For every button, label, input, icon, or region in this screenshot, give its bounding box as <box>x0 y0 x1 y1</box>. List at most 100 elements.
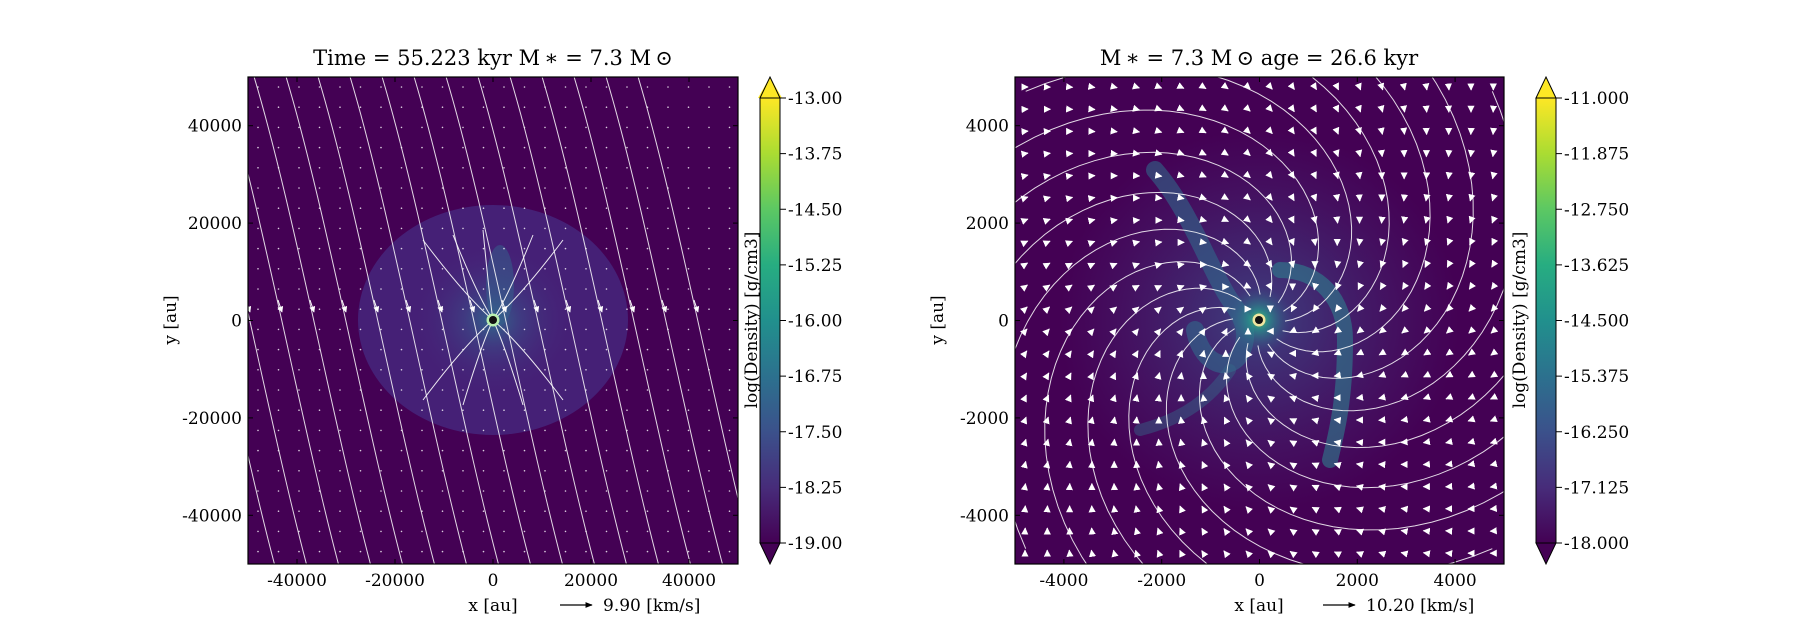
vector-dot <box>339 510 341 512</box>
vector-dot <box>708 369 710 371</box>
vector-dot <box>462 530 464 533</box>
vector-arrow <box>1355 393 1364 401</box>
vector-dot <box>503 369 505 371</box>
xtick-label: 0 <box>1254 571 1265 591</box>
vector-arrow <box>1444 549 1453 558</box>
vector-dot <box>359 187 362 189</box>
vector-arrow <box>1357 282 1365 291</box>
vector-arrow <box>1445 171 1453 180</box>
vector-dot <box>564 288 567 290</box>
vector-arrow <box>1402 259 1409 268</box>
streamline <box>248 310 307 564</box>
vector-dot <box>298 510 300 512</box>
vector-dot <box>728 288 731 290</box>
vector-dot <box>421 187 423 189</box>
vector-arrow <box>1468 259 1476 268</box>
vector-arrow <box>1333 348 1342 356</box>
vector-dot <box>441 187 444 189</box>
vector-arrow <box>1267 395 1276 403</box>
vector-dot <box>339 167 341 169</box>
vector-arrow <box>1333 529 1342 536</box>
vector-arrow <box>1156 549 1164 558</box>
vector-dot <box>605 510 608 512</box>
vector-dot <box>298 227 300 230</box>
vector-dot <box>400 167 403 169</box>
vector-dot <box>257 86 259 88</box>
vector-dot <box>339 389 341 391</box>
vector-dot <box>544 167 546 169</box>
vector-dot <box>482 490 485 492</box>
vector-dot <box>400 187 403 189</box>
vector-dot <box>380 449 382 452</box>
vector-dot <box>441 146 444 149</box>
vector-arrow <box>1267 528 1276 537</box>
vector-arrow <box>1490 149 1498 158</box>
vector-arrow <box>1354 82 1362 91</box>
vector-arrow <box>1423 348 1432 356</box>
vector-arrow <box>1223 416 1231 425</box>
vector-arrow <box>1020 438 1028 447</box>
vector-dot <box>339 449 341 452</box>
vector-dot <box>646 86 649 88</box>
vector-arrow <box>1400 438 1408 446</box>
vector-arrow <box>1355 194 1363 202</box>
left-xlabel: x [au] <box>468 596 517 616</box>
vector-arrow <box>1223 461 1231 470</box>
vector-dot <box>585 268 587 270</box>
vector-dot <box>523 490 526 492</box>
vector-dot <box>503 449 505 452</box>
vector-arrow <box>1154 82 1163 90</box>
vector-arrow <box>1377 127 1385 136</box>
vector-arrow <box>1378 348 1387 356</box>
vector-arrow <box>1422 82 1430 91</box>
vector-dot <box>523 207 526 209</box>
vector-arrow <box>1287 215 1295 224</box>
vector-arrow <box>1333 461 1342 469</box>
vector-dot <box>626 86 628 88</box>
vector-arrow <box>1020 460 1028 469</box>
streamline-arrow <box>629 299 636 313</box>
vector-dot <box>646 510 649 512</box>
vector-dot <box>544 389 546 391</box>
vector-dot <box>359 247 362 250</box>
vector-dot <box>708 207 710 209</box>
vector-dot <box>667 268 669 270</box>
vector-dot <box>626 389 628 391</box>
vector-dot <box>257 530 259 533</box>
vector-arrow <box>1445 370 1454 378</box>
vector-dot <box>482 328 485 331</box>
vector-dot <box>318 106 321 108</box>
vector-dot <box>421 550 423 553</box>
vector-dot <box>277 429 280 432</box>
vector-dot <box>564 86 567 88</box>
vector-dot <box>257 106 259 108</box>
vector-dot <box>708 449 710 452</box>
vector-arrow <box>1491 237 1499 246</box>
colorbar-tick-label: -11.000 <box>1564 89 1629 109</box>
vector-arrow <box>1155 460 1163 469</box>
vector-arrow <box>1333 551 1342 558</box>
vector-dot <box>564 247 567 250</box>
vector-arrow <box>1198 306 1207 314</box>
vector-dot <box>564 429 567 432</box>
vector-dot <box>400 227 403 230</box>
vector-arrow <box>1490 193 1498 202</box>
vector-dot <box>257 146 259 149</box>
vector-dot <box>257 308 259 311</box>
vector-arrow <box>1289 372 1297 380</box>
vector-dot <box>421 530 423 533</box>
xtick-label: -2000 <box>1137 571 1186 591</box>
vector-arrow <box>1109 82 1118 90</box>
vector-dot <box>441 429 444 432</box>
vector-dot <box>380 288 382 290</box>
vector-dot <box>708 187 710 189</box>
vector-dot <box>728 328 731 331</box>
vector-dot <box>482 146 485 149</box>
vector-arrow <box>1154 284 1163 292</box>
xtick-label: 20000 <box>564 571 618 591</box>
vector-dot <box>544 146 546 149</box>
ytick-label: 2000 <box>966 214 1009 234</box>
vector-dot <box>298 207 300 209</box>
vector-dot <box>585 288 587 290</box>
vector-dot <box>400 530 403 533</box>
